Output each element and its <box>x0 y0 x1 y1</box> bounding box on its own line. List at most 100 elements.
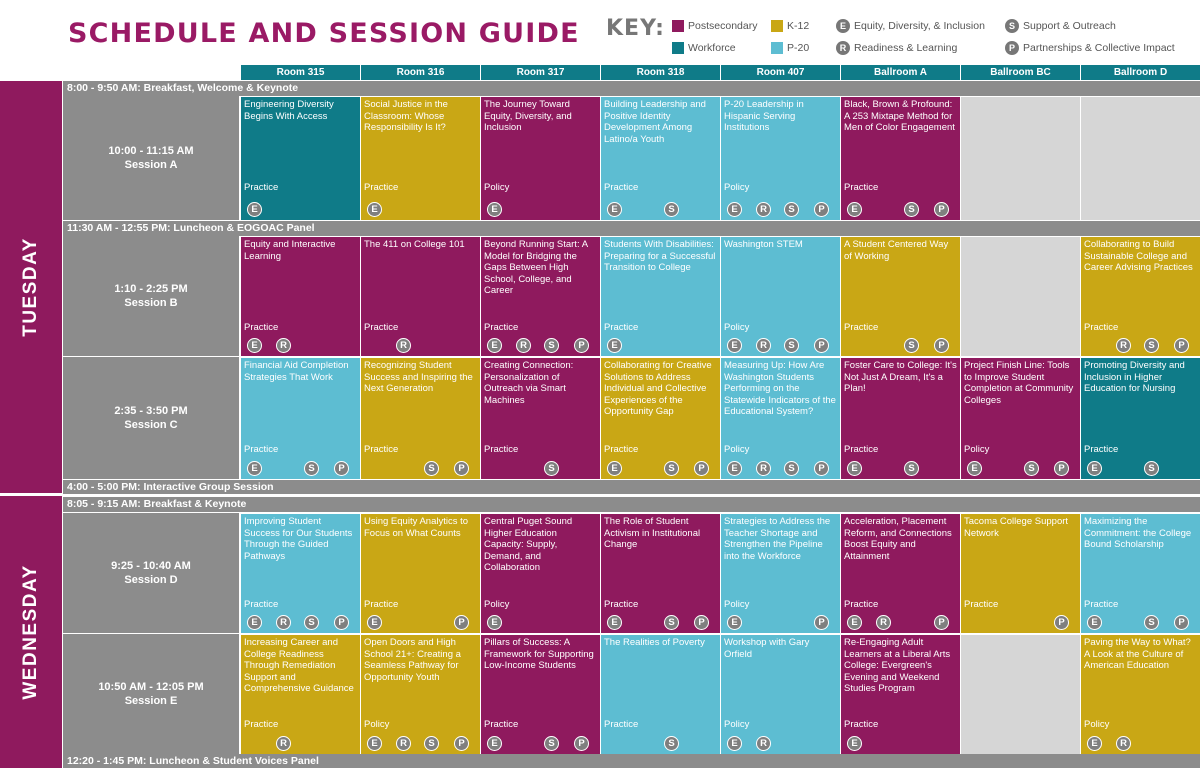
session-cell[interactable]: Improving Student Success for Our Studen… <box>240 513 360 633</box>
partnerships-icon: P <box>934 202 949 217</box>
session-cell[interactable]: Creating Connection: Personalization of … <box>480 357 600 479</box>
session-cell[interactable]: Washington STEM Policy E R S P <box>720 236 840 356</box>
session-cell[interactable]: Promoting Diversity and Inclusion in Hig… <box>1080 357 1200 479</box>
session-cell[interactable]: Central Puget Sound Higher Education Cap… <box>480 513 600 633</box>
session-cell[interactable]: Social Justice in the Classroom: Whose R… <box>360 96 480 220</box>
topic-badges: E <box>484 202 596 217</box>
session-title: Using Equity Analytics to Focus on What … <box>364 516 469 539</box>
session-cell[interactable]: Collaborating for Creative Solutions to … <box>600 357 720 479</box>
session-cell[interactable]: Foster Care to College: It's Not Just A … <box>840 357 960 479</box>
session-type: Practice <box>244 719 279 730</box>
session-cell[interactable]: Workshop with Gary Orfield Policy E R <box>720 634 840 754</box>
support-icon: S <box>304 461 319 476</box>
session-cell[interactable]: Open Doors and High School 21+: Creating… <box>360 634 480 754</box>
event-bar: 11:30 AM - 12:55 PM: Luncheon & EOGOAC P… <box>63 221 1200 236</box>
session-cell[interactable]: Black, Brown & Profound: A 253 Mixtape M… <box>840 96 960 220</box>
session-title: Collaborating to Build Sustainable Colle… <box>1084 239 1193 274</box>
partnerships-icon: P <box>934 615 949 630</box>
support-icon: S <box>544 736 559 751</box>
topic-badges: R <box>244 736 356 751</box>
session-type: Practice <box>364 322 399 333</box>
equity-icon: E <box>836 19 850 33</box>
session-type: Practice <box>604 322 639 333</box>
session-cell[interactable]: A Student Centered Way of Working Practic… <box>840 236 960 356</box>
equity-icon: E <box>607 338 622 353</box>
session-type: Policy <box>964 444 990 455</box>
session-cell[interactable]: Financial Aid Completion Strategies That… <box>240 357 360 479</box>
session-type: Policy <box>724 599 750 610</box>
key-k12: K-12 <box>771 20 809 32</box>
session-cell[interactable]: The 411 on College 101 Practice R <box>360 236 480 356</box>
session-cell[interactable]: Project Finish Line: Tools to Improve St… <box>960 357 1080 479</box>
session-cell[interactable]: Maximizing the Commitment: the College B… <box>1080 513 1200 633</box>
session-cell[interactable]: Recognizing Student Success and Inspirin… <box>360 357 480 479</box>
session-cell[interactable]: Strategies to Address the Teacher Shorta… <box>720 513 840 633</box>
session-cell[interactable]: Acceleration, Placement Reform, and Conn… <box>840 513 960 633</box>
key-partnerships: P Partnerships & Collective Impact <box>1005 41 1175 55</box>
session-cell[interactable]: The Realities of Poverty Practice S <box>600 634 720 754</box>
equity-icon: E <box>847 461 862 476</box>
session-type: Practice <box>844 719 879 730</box>
equity-icon: E <box>1087 461 1102 476</box>
support-icon: S <box>1144 461 1159 476</box>
session-title: Tacoma College Support Network <box>964 516 1069 539</box>
partnerships-icon: P <box>814 338 829 353</box>
session-title: Promoting Diversity and Inclusion in Hig… <box>1084 360 1185 395</box>
session-cell[interactable]: Paving the Way to What? A Look at the Cu… <box>1080 634 1200 754</box>
session-type: Practice <box>1084 322 1119 333</box>
readiness-icon: R <box>756 461 771 476</box>
equity-icon: E <box>367 615 382 630</box>
equity-icon: E <box>487 736 502 751</box>
session-cell[interactable]: Measuring Up: How Are Washington Student… <box>720 357 840 479</box>
session-title: Re-Engaging Adult Learners at a Liberal … <box>844 637 951 695</box>
session-cell[interactable]: Using Equity Analytics to Focus on What … <box>360 513 480 633</box>
equity-icon: E <box>1087 736 1102 751</box>
session-cell[interactable]: Students With Disabilities: Preparing fo… <box>600 236 720 356</box>
session-name: Session D <box>124 574 178 586</box>
day-label-wednesday: WEDNESDAY <box>0 496 62 768</box>
key-k12-label: K-12 <box>787 20 810 32</box>
session-cell[interactable]: Engineering Diversity Begins With Access… <box>240 96 360 220</box>
key-p20-label: P-20 <box>787 42 810 54</box>
session-cell[interactable]: Building Leadership and Positive Identit… <box>600 96 720 220</box>
session-cell[interactable]: Increasing Career and College Readiness … <box>240 634 360 754</box>
session-cell[interactable]: Equity and Interactive Learning Practice E… <box>240 236 360 356</box>
session-title: Equity and Interactive Learning <box>244 239 336 262</box>
session-cell[interactable]: The Role of Student Activism in Institut… <box>600 513 720 633</box>
equity-icon: E <box>727 338 742 353</box>
session-cell[interactable]: Tacoma College Support Network Practice P <box>960 513 1080 633</box>
session-cell[interactable]: Beyond Running Start: A Model for Bridgi… <box>480 236 600 356</box>
equity-icon: E <box>727 202 742 217</box>
session-name: Session C <box>124 419 178 431</box>
session-cell[interactable]: Collaborating to Build Sustainable Colle… <box>1080 236 1200 356</box>
topic-badges: E <box>604 338 716 353</box>
room-header: Ballroom BC <box>960 65 1080 80</box>
equity-icon: E <box>367 736 382 751</box>
session-cell[interactable]: P-20 Leadership in Hispanic Serving Inst… <box>720 96 840 220</box>
session-type: Practice <box>604 599 639 610</box>
event-bar: 8:00 - 9:50 AM: Breakfast, Welcome & Key… <box>63 81 1200 96</box>
topic-badges: S <box>484 461 596 476</box>
equity-icon: E <box>487 615 502 630</box>
support-icon: S <box>664 461 679 476</box>
session-cell[interactable]: The Journey Toward Equity, Diversity, an… <box>480 96 600 220</box>
equity-icon: E <box>607 202 622 217</box>
session-cell[interactable]: Re-Engaging Adult Learners at a Liberal … <box>840 634 960 754</box>
readiness-icon: R <box>516 338 531 353</box>
key-p20: P-20 <box>771 42 809 54</box>
session-cell[interactable]: Pillars of Success: A Framework for Supp… <box>480 634 600 754</box>
equity-icon: E <box>247 615 262 630</box>
topic-badges: E <box>364 202 476 217</box>
session-title: Collaborating for Creative Solutions to … <box>604 360 712 418</box>
partnerships-icon: P <box>694 461 709 476</box>
